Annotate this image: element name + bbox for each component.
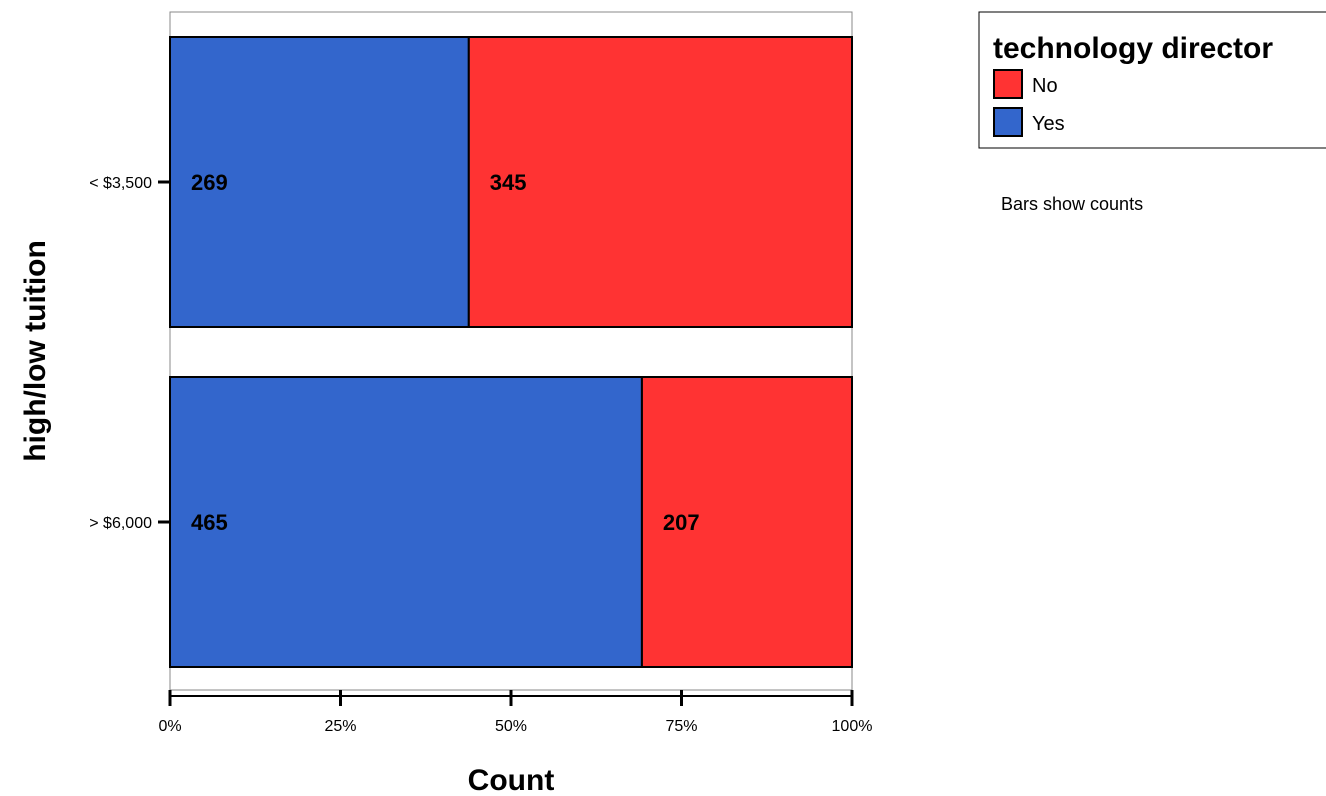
legend-label-no: No [1032, 75, 1058, 97]
bar-3-500-yes [169, 36, 470, 328]
bar-3-500-no [467, 36, 853, 328]
legend-swatch-yes [993, 107, 1023, 137]
data-label-6-000-yes: 465 [191, 510, 228, 535]
y-axis: < $3,500 > $6,000 [89, 175, 170, 532]
data-label-6-000-no: 207 [663, 510, 700, 535]
legend-title: technology director [993, 32, 1273, 65]
x-tick-label: 50% [495, 718, 527, 735]
legend-box [978, 11, 1326, 149]
x-tick-label: 100% [832, 718, 873, 735]
x-tick-label: 75% [665, 718, 697, 735]
bar-6-000-yes [169, 376, 643, 668]
legend-label-yes: Yes [1032, 113, 1065, 135]
y-tick-label: < $3,500 [89, 175, 152, 192]
x-tick-label: 0% [158, 718, 181, 735]
x-tick-label: 25% [324, 718, 356, 735]
bars-group: 269 345 465 207 [169, 36, 853, 668]
legend-swatch-no [993, 69, 1023, 99]
data-label-3-500-yes: 269 [191, 170, 228, 195]
y-axis-title: high/low tuition [19, 240, 52, 462]
bars-show-counts-note: Bars show counts [1001, 194, 1143, 214]
legend: technology director No Yes [978, 11, 1326, 149]
x-axis: 0% 25% 50% 75% 100% [158, 690, 872, 735]
bar-6-000-no [640, 376, 853, 668]
y-tick-label: > $6,000 [89, 515, 152, 532]
data-label-3-500-no: 345 [490, 170, 527, 195]
x-axis-title: Count [468, 764, 555, 796]
